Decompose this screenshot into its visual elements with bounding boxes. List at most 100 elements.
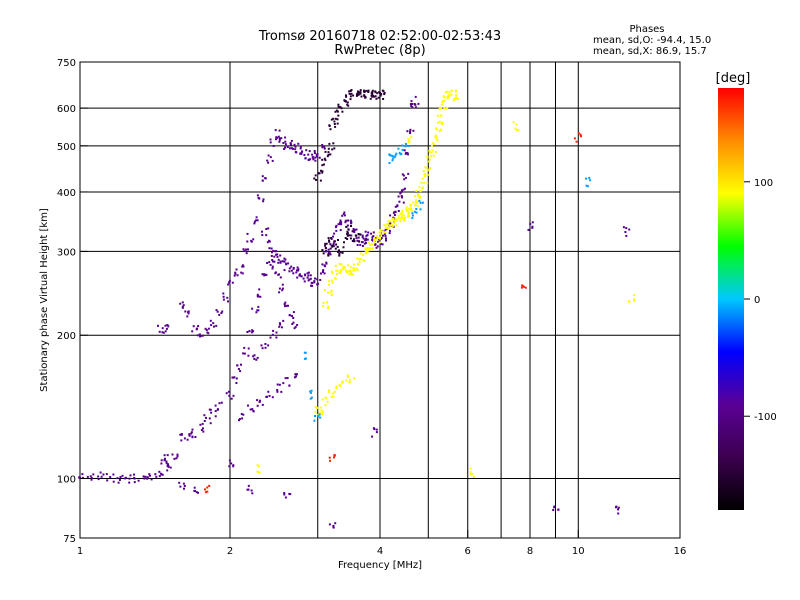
- echo-dot: [154, 473, 157, 476]
- echo-dot: [338, 384, 341, 386]
- echo-dot: [361, 236, 364, 239]
- echo-dot: [341, 251, 344, 254]
- echo-dot: [330, 270, 333, 273]
- echo-dot: [252, 355, 255, 358]
- echo-dot: [335, 385, 338, 388]
- echo-dot: [368, 247, 370, 250]
- echo-dot: [394, 154, 397, 157]
- echo-point: [256, 288, 262, 298]
- echo-dot: [403, 218, 406, 221]
- y-tick-label: 400: [57, 188, 76, 199]
- echo-dot: [271, 259, 274, 261]
- echo-dot: [257, 470, 259, 473]
- echo-dot: [308, 150, 311, 153]
- echo-dot: [128, 481, 131, 484]
- echo-dot: [388, 227, 390, 230]
- echo-dot: [319, 412, 322, 415]
- echo-dot: [382, 230, 384, 233]
- echo-dot: [443, 100, 446, 102]
- echo-dot: [622, 226, 625, 229]
- echo-dot: [269, 156, 272, 159]
- echo-point: [333, 384, 341, 393]
- echo-dot: [290, 143, 292, 146]
- echo-point: [148, 473, 158, 481]
- echo-dot: [336, 118, 339, 121]
- echo-dot: [428, 168, 431, 171]
- echo-dot: [277, 135, 280, 138]
- echo-dot: [327, 151, 330, 154]
- echo-dot: [333, 232, 336, 235]
- echo-dot: [296, 324, 299, 326]
- echo-dot: [236, 274, 239, 277]
- echo-dot: [256, 194, 259, 197]
- echo-point: [324, 250, 332, 256]
- echo-dot: [340, 107, 343, 110]
- echo-dot: [369, 244, 371, 247]
- echo-dot: [284, 305, 286, 308]
- echo-dot: [226, 296, 229, 299]
- echo-dot: [438, 130, 441, 133]
- echo-dot: [335, 224, 338, 227]
- echo-dot: [360, 95, 363, 98]
- echo-dot: [137, 479, 140, 482]
- echo-dot: [190, 432, 193, 435]
- echo-dot: [440, 103, 443, 106]
- echo-dot: [402, 214, 405, 217]
- echo-dot: [348, 381, 351, 384]
- echo-dot: [179, 433, 182, 436]
- echo-dot: [166, 454, 169, 457]
- echo-dot: [143, 477, 146, 480]
- echo-dot: [334, 247, 337, 250]
- echo-dot: [440, 123, 443, 126]
- echo-dot: [222, 295, 225, 298]
- echo-dot: [407, 145, 410, 147]
- echo-dot: [279, 261, 282, 264]
- echo-dot: [434, 150, 437, 153]
- echo-dot: [347, 228, 350, 231]
- points-layer: [78, 89, 636, 529]
- echo-point: [290, 266, 300, 272]
- echo-point: [430, 137, 439, 147]
- echo-dot: [215, 324, 218, 327]
- echo-dot: [348, 234, 351, 237]
- echo-dot: [531, 225, 534, 228]
- echo-point: [240, 264, 245, 275]
- echo-dot: [193, 486, 196, 489]
- echo-dot: [410, 105, 413, 107]
- echo-dot: [296, 266, 299, 269]
- echo-dot: [415, 211, 418, 214]
- echo-dot: [255, 216, 258, 219]
- echo-dot: [411, 214, 414, 217]
- y-axis-label: Stationary phase Virtual Height [km]: [39, 208, 50, 392]
- echo-point: [179, 301, 185, 309]
- echo-dot: [337, 103, 340, 106]
- echo-dot: [407, 141, 410, 144]
- echo-dot: [625, 227, 628, 230]
- echo-dot: [247, 404, 249, 407]
- echo-dot: [323, 157, 326, 160]
- echo-dot: [364, 250, 367, 253]
- echo-dot: [165, 327, 168, 330]
- echo-dot: [378, 236, 381, 239]
- echo-point: [378, 229, 387, 234]
- echo-dot: [274, 271, 277, 274]
- echo-dot: [316, 153, 319, 156]
- echo-dot: [323, 163, 325, 166]
- echo-dot: [160, 462, 163, 465]
- echo-dot: [416, 193, 419, 196]
- echo-point: [199, 422, 205, 433]
- echo-dot: [273, 255, 276, 258]
- echo-dot: [233, 376, 236, 379]
- echo-dot: [274, 129, 277, 132]
- echo-dot: [178, 481, 181, 484]
- echo-dot: [362, 253, 365, 256]
- echo-dot: [266, 395, 268, 398]
- echo-dot: [342, 268, 345, 271]
- echo-point: [407, 136, 413, 144]
- echo-dot: [320, 409, 323, 412]
- echo-dot: [194, 436, 197, 438]
- echo-dot: [125, 476, 128, 479]
- echo-dot: [337, 239, 339, 241]
- echo-dot: [324, 244, 327, 247]
- echo-point: [330, 117, 339, 125]
